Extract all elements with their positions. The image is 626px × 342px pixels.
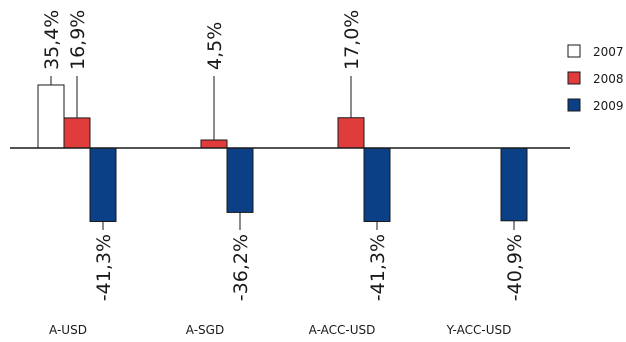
legend-swatch-2009	[567, 98, 581, 112]
bar-a-acc-usd-2009	[363, 147, 391, 223]
category-label-a-usd: A-USD	[49, 323, 87, 337]
data-label-a-usd-2009: -41,3%	[93, 234, 115, 301]
category-label-a-acc-usd: A-ACC-USD	[309, 323, 376, 337]
bar-y-acc-usd-2009	[500, 147, 528, 222]
data-label-a-usd-2007: 35,4%	[41, 10, 63, 70]
data-label-a-acc-usd-2009: -41,3%	[367, 234, 389, 301]
data-label-a-sgd-2009: -36,2%	[230, 234, 252, 301]
bar-a-sgd-2009	[226, 147, 254, 213]
data-label-a-acc-usd-2008: 17,0%	[341, 10, 363, 70]
bar-a-usd-2009	[89, 147, 117, 223]
bar-a-usd-2008	[63, 117, 91, 149]
bar-a-usd-2007	[37, 84, 65, 149]
data-labels-group: 35,4% 16,9% -41,3% 4,5% -36,2% 17,0% -41,3% -40…	[41, 10, 526, 302]
legend-swatch-2007	[567, 44, 581, 58]
category-labels-group: A-USD A-SGD A-ACC-USD Y-ACC-USD	[49, 323, 511, 337]
data-label-a-usd-2008: 16,9%	[67, 10, 89, 70]
legend-label-2008: 2008	[593, 72, 624, 86]
category-label-a-sgd: A-SGD	[186, 323, 224, 337]
data-label-y-acc-usd-2009: -40,9%	[504, 234, 526, 301]
legend-swatch-2008	[567, 71, 581, 85]
legend-label-2007: 2007	[593, 45, 624, 59]
data-label-a-sgd-2008: 4,5%	[204, 22, 226, 70]
bar-a-acc-usd-2008	[337, 117, 365, 149]
legend-label-2009: 2009	[593, 99, 624, 113]
legend: 2007 2008 2009	[567, 44, 624, 113]
bars-group	[37, 84, 528, 223]
category-label-y-acc-usd: Y-ACC-USD	[446, 323, 512, 337]
bar-a-sgd-2008	[200, 139, 228, 149]
